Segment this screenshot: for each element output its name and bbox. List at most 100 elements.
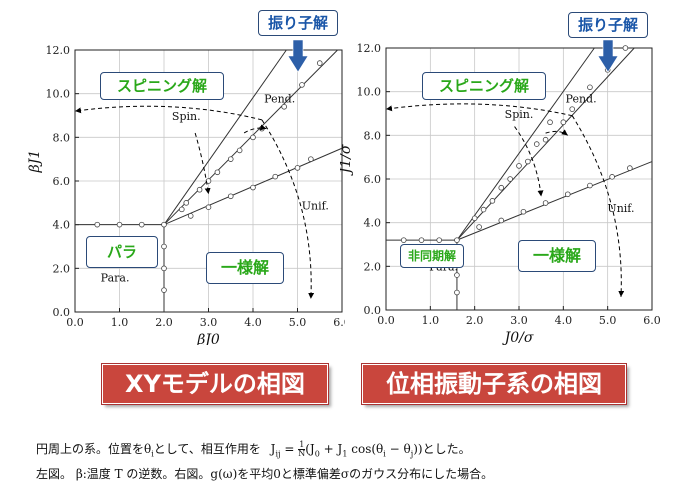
left-data-point [259,125,265,132]
left-data-point [187,213,194,219]
left-data-point [294,165,301,171]
right-y-tick-label: 0.0 [364,304,382,317]
right-data-point [587,84,593,91]
right-y-tick-label: 10.0 [357,86,382,99]
left-y-axis-label: βJ1 [27,150,43,174]
right-dashed-arrow-3 [545,129,569,136]
right-data-point [564,191,571,198]
right-phase-boundary-3 [456,47,635,241]
left-x-tick-label: 3.0 [200,316,218,329]
right-x-tick-label: 1.0 [422,314,440,327]
right-region-label-spin: Spin. [505,108,534,121]
right-x-tick-label: 6.0 [643,314,661,327]
right-y-tick-label: 12.0 [357,42,382,55]
left-x-axis-label: βJ0 [196,332,220,345]
right-x-tick-label: 3.0 [510,314,528,327]
right-data-point [560,119,567,126]
left-y-tick-label: 4.0 [53,219,71,232]
caption-frac-den: N [298,449,306,458]
right-data-point [480,206,487,213]
right-data-point [520,208,527,215]
right-x-tick-label: 2.0 [466,314,484,327]
right-data-point [609,174,615,180]
right-data-point [489,198,496,204]
caption-text-a: 円周上の系。位置をθ [36,442,152,456]
right-y-tick-label: 4.0 [364,217,382,230]
right-y-tick-label: 8.0 [364,129,382,142]
right-region-label-pend: Pend. [566,93,597,106]
right-region-label-unif: Unif. [607,202,634,215]
right-data-point [418,237,425,243]
right-data-point [471,215,478,222]
left-callout-pendulum: 振り子解 [258,10,338,36]
right-data-point [569,106,576,112]
right-data-point [516,163,522,169]
right-data-point [533,141,540,147]
left-data-point [299,82,305,88]
caption-formula-g: − θ [389,442,411,456]
right-data-point [542,200,549,206]
right-dashed-arrow-2 [514,126,544,197]
left-callout-spinning: スピニング解 [100,72,224,100]
left-data-point [281,103,287,110]
right-data-point [436,237,442,243]
left-x-tick-label: 5.0 [289,316,307,329]
right-x-tick-label: 0.0 [377,314,395,327]
right-data-point [454,289,460,296]
right-banner: 位相振動子系の相図 [361,363,627,405]
right-callout-spinning: スピニング解 [422,72,546,100]
left-x-tick-label: 0.0 [66,316,84,329]
caption-frac-num: 1 [298,440,306,450]
right-dashed-arrow-1 [571,115,625,297]
left-data-point [179,206,185,213]
right-y-tick-label: 6.0 [364,173,382,186]
caption-formula-sub: ij [275,449,281,459]
right-data-point [498,184,505,191]
left-banner: XYモデルの相図 [101,363,329,405]
left-y-tick-label: 10.0 [46,88,71,101]
right-callout-desync: 非同期解 [400,244,464,268]
right-y-axis-label: J1/σ [340,144,354,176]
left-phase-boundary-2 [163,49,287,225]
left-x-tick-label: 2.0 [155,316,173,329]
left-region-label-pend: Pend. [264,92,295,105]
left-data-point [250,184,256,191]
right-callout-uniform: 一様解 [518,240,596,272]
left-x-tick-label: 4.0 [244,316,262,329]
right-y-tick-label: 2.0 [364,260,382,273]
right-x-tick-label: 5.0 [599,314,617,327]
right-data-point [476,224,482,230]
left-y-tick-label: 12.0 [46,44,71,57]
right-x-axis-label: J0/σ [502,330,534,345]
left-data-point [183,200,190,206]
left-region-label-para: Para. [101,271,130,284]
left-y-tick-label: 6.0 [53,175,71,188]
right-x-tick-label: 4.0 [555,314,573,327]
right-data-point [454,272,460,278]
left-data-point [214,169,221,176]
left-data-point [138,221,145,228]
right-data-point [622,45,629,51]
left-dashed-arrow-0 [74,105,263,121]
left-data-point [196,186,203,193]
left-data-point [227,193,234,200]
right-phase-boundary-2 [456,47,595,241]
left-data-point [236,147,243,154]
left-data-point [161,221,167,228]
left-data-point [94,221,101,228]
caption-formula-eq: = [284,442,299,456]
left-dashed-arrow-2 [194,132,211,195]
caption-line-1: 円周上の系。位置をθiとして、相互作用を Jij = 1 N (J0 + J1 co… [36,440,471,459]
right-data-point [400,237,407,243]
left-callout-uniform: 一様解 [206,252,284,284]
left-data-point [272,173,279,180]
left-x-tick-label: 6.0 [333,316,345,329]
caption-formula: Jij = 1 N (J0 + J1 cos(θi − θj))とした。 [270,440,471,459]
left-dashed-arrow-1 [261,119,315,299]
right-data-point [547,119,553,126]
left-data-point [161,265,167,272]
left-data-point [308,156,314,162]
left-dashed-arrow-3 [243,124,267,134]
left-y-tick-label: 8.0 [53,131,71,144]
